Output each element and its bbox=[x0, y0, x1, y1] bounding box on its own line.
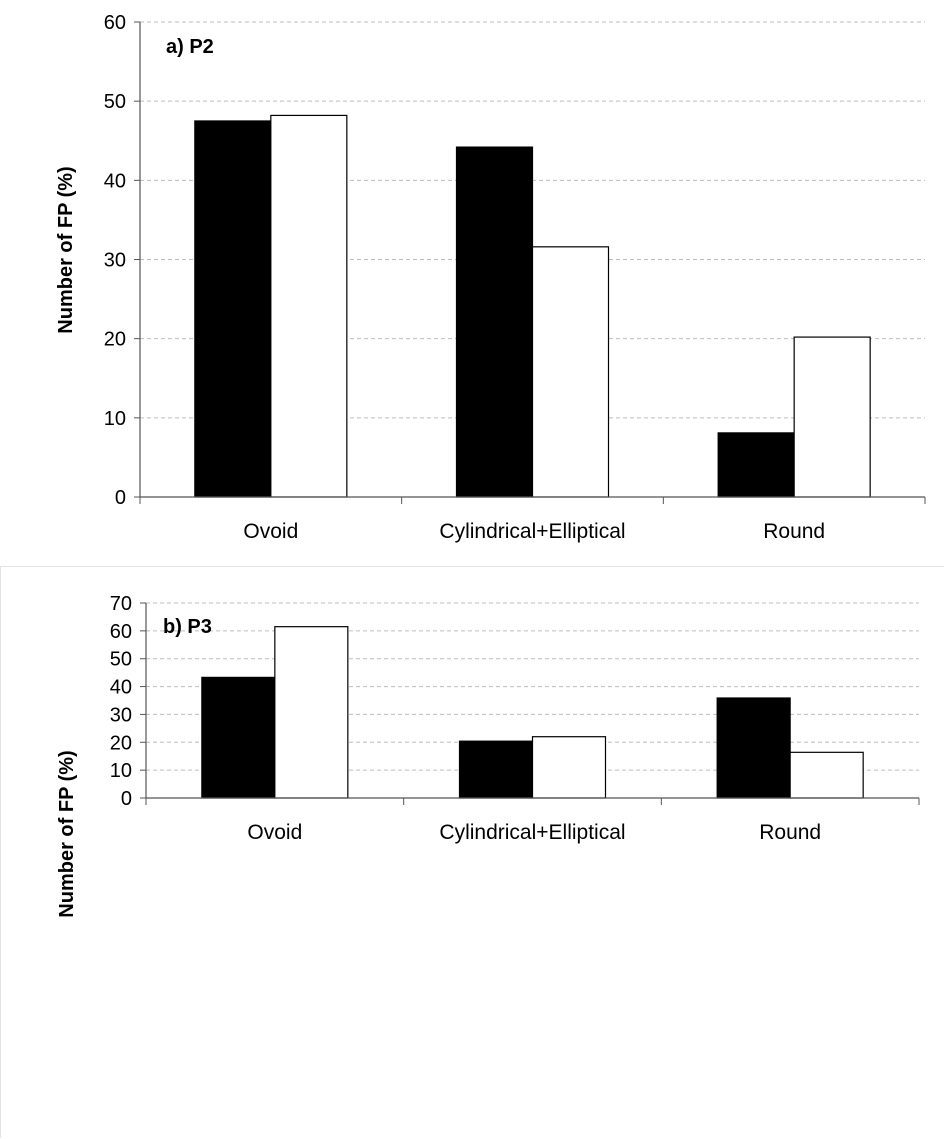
y-tick-label: 30 bbox=[104, 250, 126, 272]
y-tick-label: 0 bbox=[115, 487, 126, 509]
x-category-label: Round bbox=[759, 821, 821, 844]
bar-white-ovoid bbox=[274, 626, 349, 799]
bar-white-round bbox=[793, 336, 871, 498]
y-tick-label: 10 bbox=[104, 408, 126, 430]
x-category-label: Cylindrical+Elliptical bbox=[439, 821, 625, 844]
y-tick-label: 30 bbox=[110, 704, 132, 726]
y-tick-label: 50 bbox=[110, 649, 132, 671]
chart-panel-a: 0 10 20 30 40 50 60 Ovoid Cylindrical+Elliptica… bbox=[0, 0, 944, 562]
bar-black-round bbox=[716, 697, 791, 799]
x-category-label: Ovoid bbox=[247, 821, 302, 844]
y-axis-label: Number of FP (%) bbox=[55, 166, 77, 333]
bar-white-cylindrical-elliptical bbox=[531, 246, 610, 498]
y-tick-label: 40 bbox=[110, 677, 132, 699]
y-axis-label: Number of FP (%) bbox=[56, 750, 78, 917]
y-tick-label: 60 bbox=[104, 12, 126, 34]
chart-title: b) P3 bbox=[163, 616, 212, 638]
y-tick-label: 0 bbox=[121, 788, 132, 810]
bar-chart-b: 0 10 20 30 40 50 60 70 Ovoid Cylindrical+Ellipti… bbox=[56, 593, 920, 918]
bar-white-cylindrical-elliptical bbox=[531, 736, 607, 799]
bar-white-ovoid bbox=[270, 114, 348, 498]
x-category-label: Ovoid bbox=[243, 520, 298, 543]
bar-black-ovoid bbox=[194, 120, 272, 498]
y-tick-label: 40 bbox=[104, 170, 126, 192]
bar-white-round bbox=[789, 751, 864, 799]
y-tick-label: 10 bbox=[110, 760, 132, 782]
y-tick-label: 60 bbox=[110, 621, 132, 643]
y-tick-label: 20 bbox=[110, 732, 132, 754]
chart-title: a) P2 bbox=[166, 36, 214, 58]
y-tick-label: 70 bbox=[110, 593, 132, 615]
bar-black-cylindrical-elliptical bbox=[458, 740, 534, 799]
x-category-label: Round bbox=[763, 520, 825, 543]
bar-chart-a: 0 10 20 30 40 50 60 Ovoid Cylindrical+Elliptica… bbox=[55, 12, 926, 543]
bar-black-cylindrical-elliptical bbox=[455, 146, 534, 498]
chart-panel-b: 0 10 20 30 40 50 60 70 Ovoid Cylindrical+Ellipti… bbox=[0, 566, 944, 1138]
y-tick-label: 20 bbox=[104, 329, 126, 351]
bar-black-ovoid bbox=[201, 676, 276, 799]
y-tick-label: 50 bbox=[104, 91, 126, 113]
x-category-label: Cylindrical+Elliptical bbox=[439, 520, 625, 543]
bar-black-round bbox=[717, 432, 795, 498]
